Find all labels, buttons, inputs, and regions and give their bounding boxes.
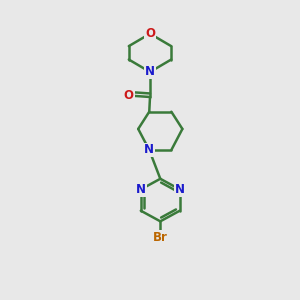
Text: Br: Br [153, 231, 168, 244]
Text: N: N [136, 183, 146, 196]
Text: O: O [145, 27, 155, 40]
Text: N: N [175, 183, 185, 196]
Text: N: N [144, 143, 154, 157]
Text: O: O [124, 89, 134, 102]
Text: N: N [145, 65, 155, 79]
